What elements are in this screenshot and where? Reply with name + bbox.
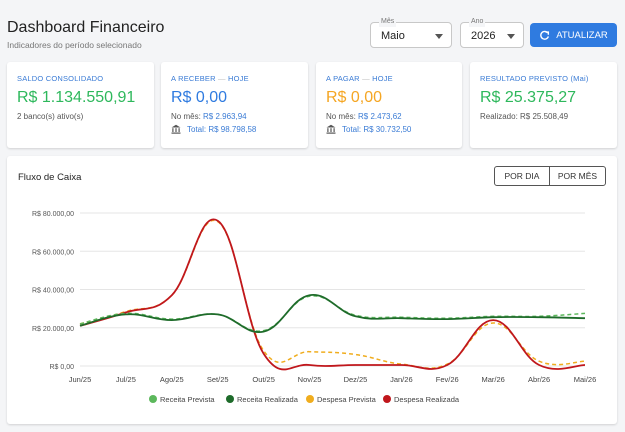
card-pagar-total: Total: R$ 30.732,50: [326, 124, 452, 134]
card-receber-value: R$ 0,00: [171, 89, 228, 106]
y-tick-label: R$ 80.000,00: [32, 211, 74, 218]
y-tick-label: R$ 60.000,00: [32, 249, 74, 256]
card-saldo-value: R$ 1.134.550,91: [17, 89, 136, 106]
x-tick-label: Set/25: [207, 375, 229, 384]
card-resultado-previsto: RESULTADO PREVISTO (Mai) R$ 25.375,27 Re…: [470, 62, 617, 148]
legend-label: Receita Prevista: [160, 395, 215, 404]
x-tick-label: Nov/25: [298, 375, 322, 384]
x-tick-label: Jan/26: [390, 375, 413, 384]
x-tick-label: Jun/25: [69, 375, 92, 384]
bank-icon: [171, 124, 181, 134]
x-tick-label: Abr/26: [528, 375, 550, 384]
legend-label: Despesa Prevista: [317, 395, 377, 404]
y-tick-label: R$ 0,00: [49, 364, 74, 371]
chevron-down-icon: [435, 34, 443, 39]
page-title: Dashboard Financeiro: [7, 19, 165, 36]
year-select-value: 2026: [471, 30, 496, 42]
toggle-por-mes[interactable]: POR MÊS: [549, 166, 606, 186]
chart-title: Fluxo de Caixa: [18, 172, 82, 183]
series-line-receita-prevista: [79, 295, 586, 332]
card-pagar-month: No mês: R$ 2.473,62: [326, 112, 402, 121]
x-tick-label: Mar/26: [482, 375, 505, 384]
card-saldo-consolidado: SALDO CONSOLIDADO R$ 1.134.550,91 2 banc…: [7, 62, 154, 148]
legend-marker: [383, 395, 391, 403]
x-tick-label: Out/25: [252, 375, 275, 384]
update-button-label: ATUALIZAR: [556, 29, 608, 41]
bank-icon: [326, 124, 336, 134]
refresh-icon: [540, 30, 550, 40]
card-receber-month: No mês: R$ 2.963,94: [171, 112, 247, 121]
x-tick-label: Ago/25: [160, 375, 184, 384]
x-tick-label: Dez/25: [344, 375, 368, 384]
x-tick-label: Jul/25: [116, 375, 136, 384]
page-subtitle: Indicadores do período selecionado: [7, 40, 142, 50]
card-resultado-value: R$ 25.375,27: [480, 89, 577, 106]
card-receber-label: A RECEBER — HOJE: [171, 74, 249, 83]
series-line-receita-realizada: [79, 294, 586, 333]
card-a-pagar: A PAGAR — HOJE R$ 0,00 No mês: R$ 2.473,…: [316, 62, 462, 148]
year-select-label: Ano: [469, 17, 486, 27]
card-receber-total: Total: R$ 98.798,58: [171, 124, 298, 134]
legend-label: Receita Realizada: [237, 395, 299, 404]
year-select[interactable]: Ano 2026: [460, 17, 524, 48]
month-select[interactable]: Mês Maio: [370, 17, 452, 48]
month-select-value: Maio: [381, 30, 405, 42]
series-line-despesa-prevista: [79, 219, 586, 369]
legend-marker: [226, 395, 234, 403]
card-resultado-realizado: Realizado: R$ 25.508,49: [480, 112, 569, 121]
legend-marker: [306, 395, 314, 403]
card-saldo-label: SALDO CONSOLIDADO: [17, 74, 104, 83]
x-tick-label: Mai/26: [574, 375, 597, 384]
legend-marker: [149, 395, 157, 403]
y-tick-label: R$ 20.000,00: [32, 326, 74, 333]
card-a-receber: A RECEBER — HOJE R$ 0,00 No mês: R$ 2.96…: [161, 62, 308, 148]
card-resultado-label: RESULTADO PREVISTO (Mai): [480, 74, 589, 83]
month-select-label: Mês: [379, 17, 397, 27]
card-pagar-value: R$ 0,00: [326, 89, 383, 106]
update-button[interactable]: ATUALIZAR: [530, 23, 617, 47]
card-pagar-label: A PAGAR — HOJE: [326, 74, 393, 83]
chevron-down-icon: [507, 34, 515, 39]
y-tick-label: R$ 40.000,00: [32, 288, 74, 295]
card-saldo-banks: 2 banco(s) ativo(s): [17, 112, 84, 121]
cash-flow-panel: Fluxo de Caixa POR DIA POR MÊS R$ 0,00 R$…: [7, 156, 617, 424]
series-line-despesa-realizada: [79, 218, 586, 371]
cash-flow-chart: R$ 0,00 R$ 20.000,00 R$ 40.000,00 R$ 60.000…: [32, 211, 597, 404]
x-tick-label: Fev/26: [436, 375, 459, 384]
legend-label: Despesa Realizada: [394, 395, 460, 404]
